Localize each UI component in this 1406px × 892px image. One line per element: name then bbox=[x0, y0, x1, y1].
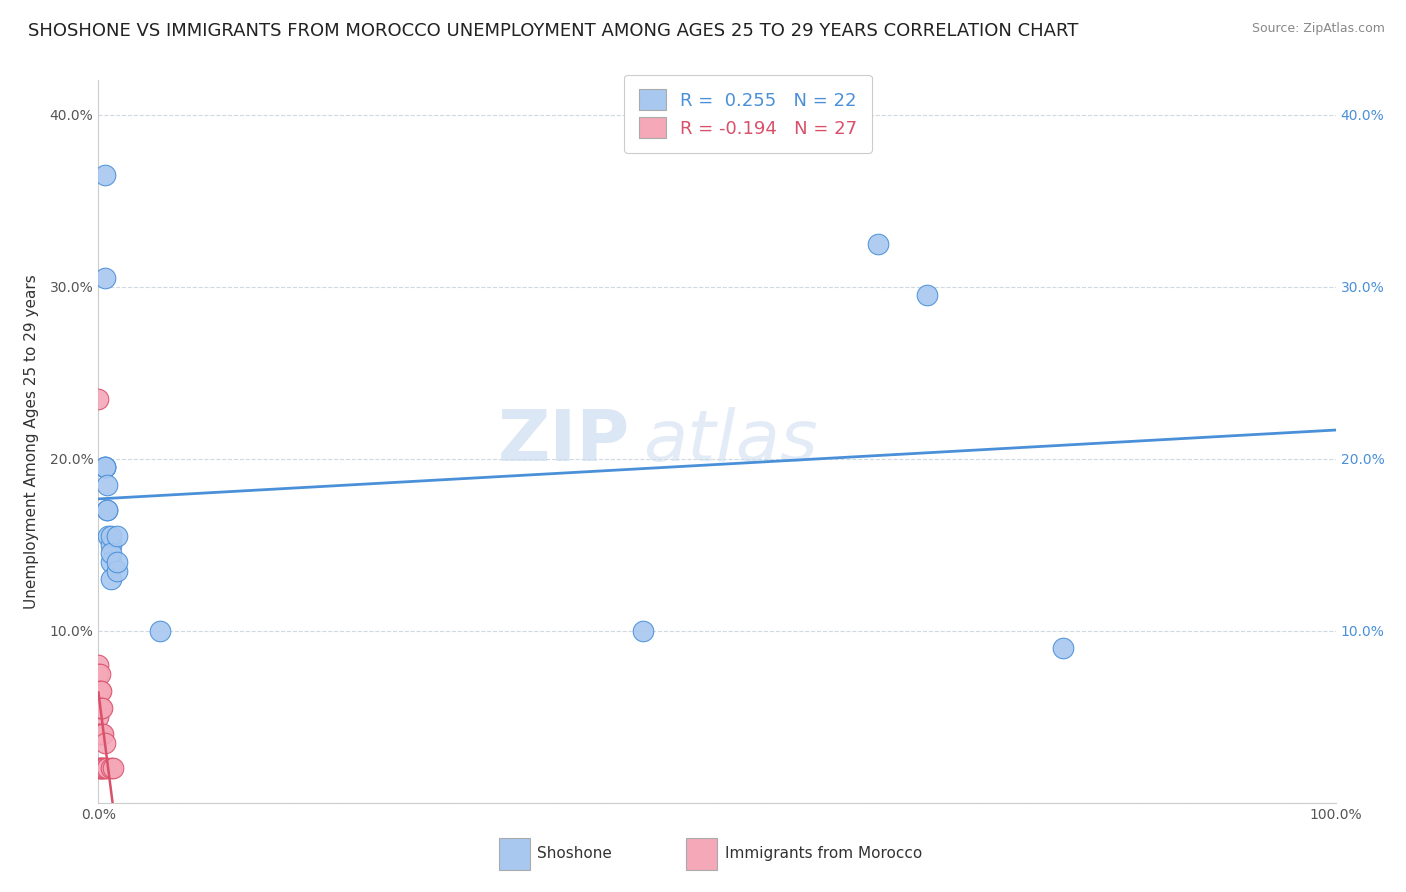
Point bbox=[93, 460, 115, 475]
Point bbox=[93, 168, 115, 182]
Point bbox=[93, 761, 115, 775]
Point bbox=[89, 684, 111, 698]
Point bbox=[87, 701, 110, 715]
Point bbox=[91, 761, 114, 775]
Text: ZIP: ZIP bbox=[498, 407, 630, 476]
Point bbox=[87, 710, 110, 724]
Point bbox=[917, 288, 939, 302]
Point bbox=[89, 727, 111, 741]
Point bbox=[97, 529, 120, 543]
Point bbox=[90, 727, 112, 741]
Point bbox=[96, 503, 118, 517]
Point bbox=[93, 727, 115, 741]
Text: atlas: atlas bbox=[643, 407, 817, 476]
Point bbox=[96, 477, 118, 491]
Point bbox=[103, 761, 125, 775]
Point bbox=[100, 546, 122, 560]
Point bbox=[93, 271, 115, 285]
Point bbox=[93, 735, 115, 749]
Point bbox=[100, 572, 122, 586]
Point bbox=[90, 701, 112, 715]
Point bbox=[93, 761, 115, 775]
Y-axis label: Unemployment Among Ages 25 to 29 years: Unemployment Among Ages 25 to 29 years bbox=[24, 274, 38, 609]
Point bbox=[100, 529, 122, 543]
Point bbox=[93, 460, 115, 475]
Point bbox=[87, 666, 110, 681]
Point bbox=[93, 460, 115, 475]
Point bbox=[89, 666, 111, 681]
Point bbox=[100, 761, 122, 775]
Point bbox=[866, 236, 889, 251]
Point bbox=[96, 761, 118, 775]
Point bbox=[91, 727, 114, 741]
Point bbox=[105, 564, 128, 578]
Point bbox=[87, 658, 110, 673]
Text: Source: ZipAtlas.com: Source: ZipAtlas.com bbox=[1251, 22, 1385, 36]
Point bbox=[90, 684, 112, 698]
Point bbox=[631, 624, 654, 638]
Text: SHOSHONE VS IMMIGRANTS FROM MOROCCO UNEMPLOYMENT AMONG AGES 25 TO 29 YEARS CORRE: SHOSHONE VS IMMIGRANTS FROM MOROCCO UNEM… bbox=[28, 22, 1078, 40]
Point bbox=[100, 538, 122, 552]
Legend: R =  0.255   N = 22, R = -0.194   N = 27: R = 0.255 N = 22, R = -0.194 N = 27 bbox=[624, 75, 872, 153]
Point bbox=[91, 701, 114, 715]
Point bbox=[89, 761, 111, 775]
Point bbox=[87, 761, 110, 775]
Point bbox=[105, 529, 128, 543]
Point bbox=[96, 503, 118, 517]
Point bbox=[87, 684, 110, 698]
Point bbox=[87, 727, 110, 741]
Point bbox=[90, 761, 112, 775]
Point bbox=[87, 392, 110, 406]
Text: Shoshone: Shoshone bbox=[537, 847, 612, 861]
Text: Immigrants from Morocco: Immigrants from Morocco bbox=[725, 847, 922, 861]
Point bbox=[1052, 640, 1074, 655]
Point bbox=[105, 555, 128, 569]
Point bbox=[100, 555, 122, 569]
Point bbox=[149, 624, 172, 638]
Point bbox=[89, 701, 111, 715]
